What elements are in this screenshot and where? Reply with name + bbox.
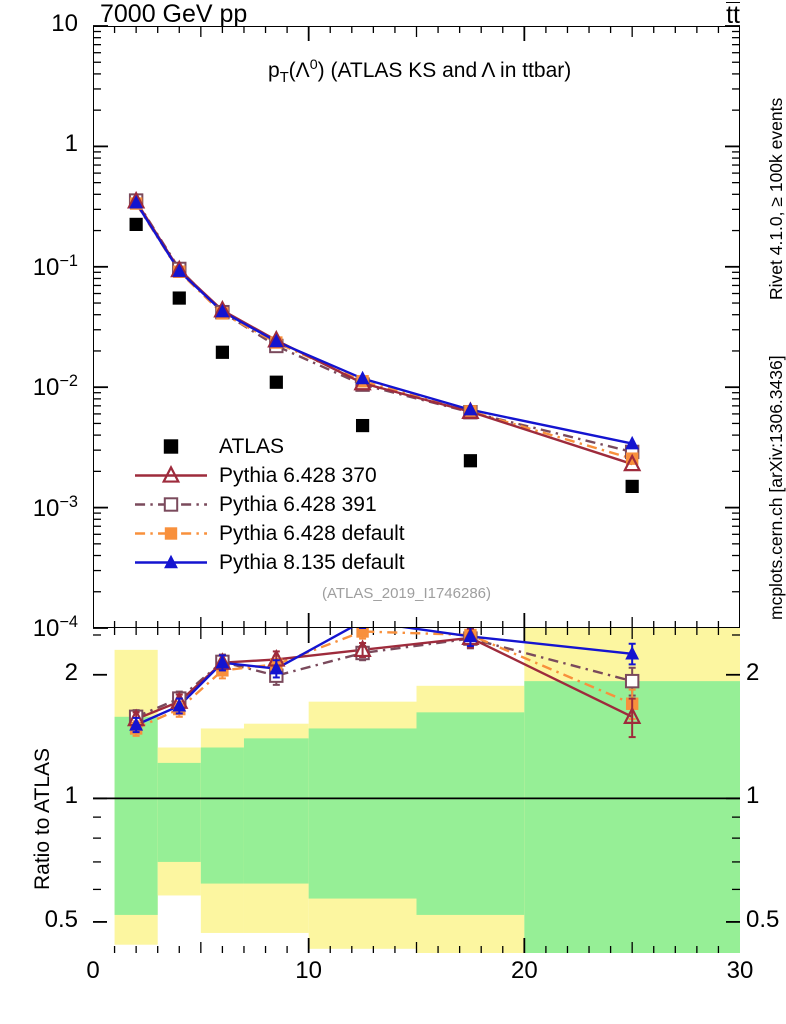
series-line <box>135 202 633 460</box>
main-y-tick-label: 10−1 <box>8 253 78 280</box>
series-marker <box>355 370 370 385</box>
mcplots-reference-label: mcplots.cern.ch [arXiv:1306.3436] <box>766 355 786 620</box>
legend-marker <box>163 497 179 512</box>
ratio-series-marker <box>624 673 640 689</box>
main-y-tick-label: 1 <box>8 132 78 156</box>
ratio-y-tick-label-right: 2 <box>746 658 760 686</box>
legend-pythia6428-default-key <box>133 519 209 548</box>
rivet-version-label: Rivet 4.1.0, ≥ 100k events <box>766 97 786 300</box>
series-marker <box>463 401 478 416</box>
y-exponent: −1 <box>59 251 78 270</box>
series-marker <box>623 453 642 472</box>
y-mantissa: 10 <box>32 253 60 281</box>
x-tick-label: 20 <box>510 957 538 984</box>
beam-energy-label: 7000 GeV pp <box>100 0 248 28</box>
main-y-tick-label: 10−2 <box>8 373 78 400</box>
legend-pythia6428-391-key <box>133 490 209 519</box>
series-line <box>135 200 633 466</box>
legend-marker <box>163 439 179 454</box>
ratio-series-marker <box>215 654 230 669</box>
ratio-series-marker <box>269 660 284 675</box>
ratio-band-green <box>114 716 158 915</box>
legend-marker <box>164 527 178 540</box>
ratio-series-marker <box>623 706 642 724</box>
ratio-plot-svg <box>93 628 740 953</box>
plot-title: pT(Λ0) (ATLAS KS and Λ in ttbar) <box>268 58 571 86</box>
main-y-tick-label: 10−4 <box>8 614 78 641</box>
y-exponent: −4 <box>59 613 78 631</box>
atlas-data-point <box>172 291 186 305</box>
atlas-data-point <box>129 217 143 231</box>
y-exponent: −2 <box>59 372 78 391</box>
legend-pythia8135-default-label: Pythia 8.135 default <box>219 551 405 574</box>
series-marker <box>269 333 284 348</box>
legend-pythia6428-default-label: Pythia 6.428 default <box>219 522 405 545</box>
ratio-series-marker <box>463 628 478 643</box>
ratio-y-tick-label-left: 1 <box>64 782 78 810</box>
series-line <box>135 202 633 445</box>
atlas-data-point <box>355 418 370 433</box>
legend-pythia6428-391-label: Pythia 6.428 391 <box>219 493 377 516</box>
series-marker <box>625 435 640 450</box>
series-marker <box>129 195 144 209</box>
ratio-series-marker <box>356 628 369 638</box>
legend-pythia6428-370-key <box>133 461 209 490</box>
series-line <box>135 199 633 454</box>
legend-marker <box>161 465 181 483</box>
main-y-tick-label: 10−3 <box>8 492 78 522</box>
main-plot-svg <box>93 25 740 629</box>
y-mantissa: 10 <box>51 10 78 37</box>
title-sub: T <box>279 70 289 87</box>
ratio-y-tick-label-left: 2 <box>64 658 78 686</box>
legend-atlas-key <box>133 432 209 461</box>
ratio-series-group <box>127 628 642 739</box>
y-mantissa: 10 <box>32 374 60 402</box>
atlas-data-point <box>625 479 639 493</box>
ratio-axis-title: Ratio to ATLAS <box>31 747 54 890</box>
title-rest: (Λ <box>288 59 310 82</box>
y-exponent: −3 <box>59 492 78 511</box>
ratio-y-tick-label-right: 1 <box>746 782 760 810</box>
process-label: tt <box>726 2 740 28</box>
atlas-data-point <box>269 375 283 389</box>
x-tick-label: 0 <box>86 957 100 984</box>
ratio-band-green <box>157 762 201 862</box>
atlas-data-point <box>215 345 229 359</box>
legend-pythia8135-default-key <box>133 548 209 577</box>
main-plot-panel <box>93 26 740 628</box>
ratio-band-green <box>243 738 309 884</box>
series-marker <box>215 303 230 318</box>
legend-pythia6428-370-label: Pythia 6.428 370 <box>219 464 377 487</box>
atlas-data-point <box>463 454 478 468</box>
x-tick-label: 10 <box>295 957 322 984</box>
ratio-series-marker <box>172 698 187 712</box>
ratio-band-green <box>200 747 244 884</box>
analysis-id-watermark: (ATLAS_2019_I1746286) <box>322 585 492 602</box>
ratio-band-green <box>308 728 417 899</box>
ratio-series-marker <box>129 717 144 731</box>
legend-atlas-label: ATLAS <box>219 435 284 458</box>
ratio-series-marker <box>625 646 640 660</box>
y-mantissa: 1 <box>64 130 78 158</box>
title-sup: 0 <box>309 57 318 73</box>
ratio-series-marker <box>353 639 372 658</box>
ratio-y-tick-label-left: 0.5 <box>44 905 78 933</box>
series-marker <box>172 263 187 277</box>
process-label-text: tt <box>726 1 740 29</box>
legend-marker <box>164 554 178 569</box>
title-p: p <box>268 59 280 82</box>
y-mantissa: 10 <box>32 615 60 642</box>
title-tail: ) (ATLAS KS and Λ in ttbar) <box>317 59 572 82</box>
ratio-y-tick-label-right: 0.5 <box>746 905 780 933</box>
main-y-tick-label: 10 <box>8 12 78 36</box>
ratio-band-green <box>416 712 525 915</box>
y-mantissa: 10 <box>32 494 60 522</box>
x-tick-label: 30 <box>726 957 754 984</box>
